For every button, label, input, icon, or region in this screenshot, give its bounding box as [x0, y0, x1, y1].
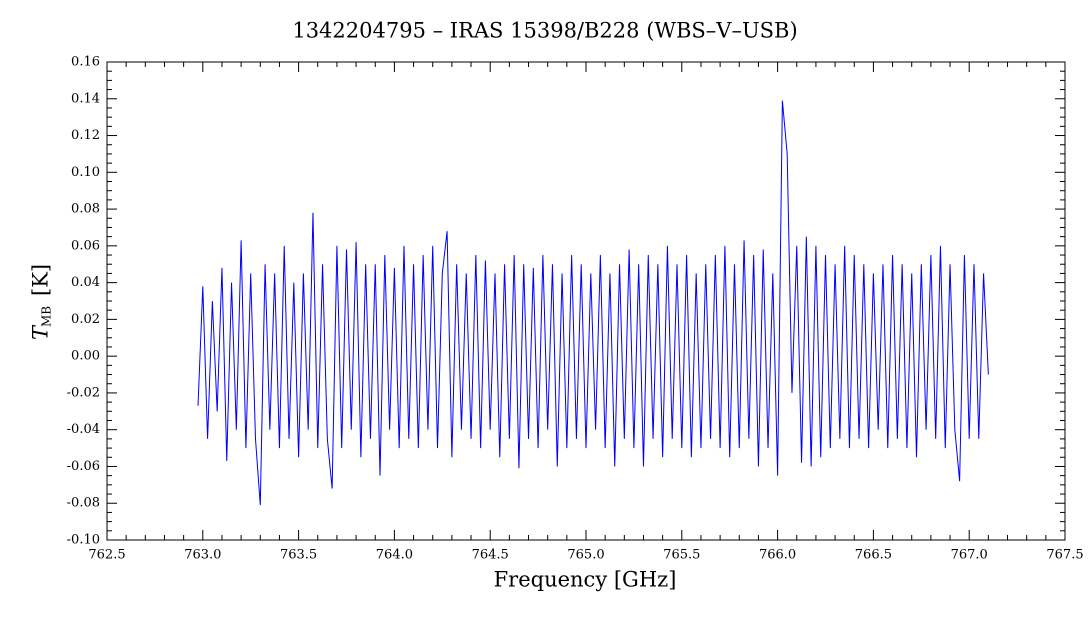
plot-frame	[106, 61, 1066, 541]
y-label-unit: [K]	[29, 264, 53, 296]
y-tick-label: -0.06	[67, 459, 100, 474]
y-tick-label: 0.14	[71, 91, 100, 106]
x-tick-label: 767.0	[951, 548, 988, 563]
y-tick-label: 0.00	[71, 349, 100, 364]
y-tick-label: 0.08	[71, 202, 100, 217]
y-tick-label: -0.04	[67, 422, 100, 437]
y-label-subscript: MB	[40, 306, 54, 327]
y-axis-label: T MB [K]	[29, 264, 54, 340]
y-tick-label: 0.04	[71, 275, 100, 290]
y-tick-label: -0.02	[67, 385, 100, 400]
y-tick-label: 0.12	[71, 128, 100, 143]
y-tick-label: 0.06	[71, 238, 100, 253]
x-tick-label: 766.5	[855, 548, 892, 563]
x-tick-label: 765.5	[663, 548, 700, 563]
y-label-symbol: T	[29, 324, 53, 340]
y-tick-label: 0.16	[71, 55, 100, 70]
y-tick-label: 0.02	[71, 312, 100, 327]
x-tick-label: 764.0	[376, 548, 413, 563]
x-tick-label: 763.5	[280, 548, 317, 563]
y-tick-label: -0.10	[67, 533, 100, 548]
chart-title: 1342204795 – IRAS 15398/B228 (WBS–V–USB)	[292, 19, 797, 43]
y-tick-label: -0.08	[67, 496, 100, 511]
x-tick-label: 764.5	[472, 548, 509, 563]
x-tick-label: 762.5	[88, 548, 125, 563]
spectrum-line	[197, 100, 989, 506]
x-tick-label: 765.0	[567, 548, 604, 563]
x-tick-label: 766.0	[759, 548, 796, 563]
x-tick-label: 763.0	[184, 548, 221, 563]
x-tick-label: 767.5	[1046, 548, 1083, 563]
x-axis-label: Frequency [GHz]	[494, 568, 677, 592]
y-tick-label: 0.10	[71, 165, 100, 180]
